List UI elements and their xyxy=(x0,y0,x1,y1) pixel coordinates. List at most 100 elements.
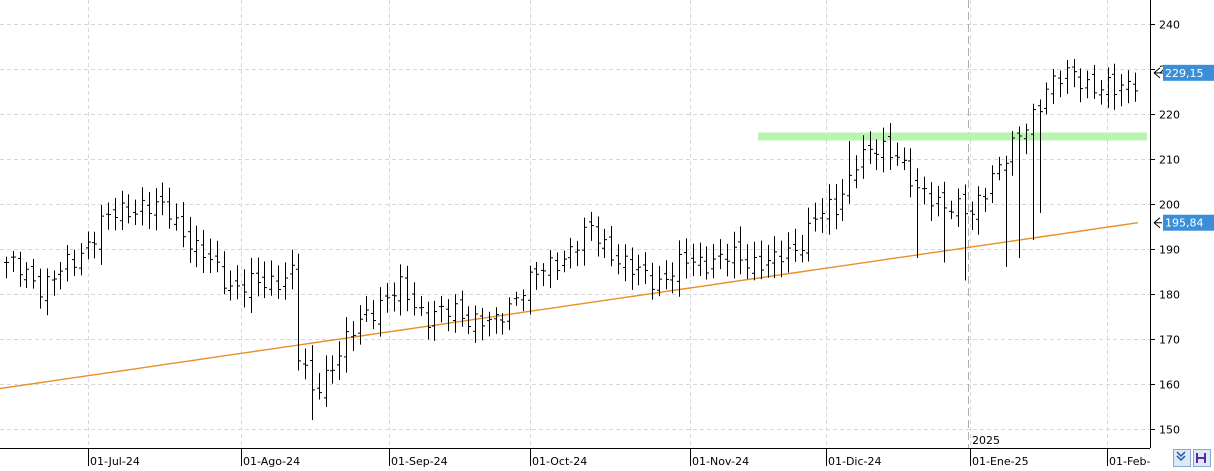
ohlc-bar xyxy=(881,127,886,173)
ohlc-bar xyxy=(936,186,941,217)
price-tick-label: 150 xyxy=(1159,424,1180,437)
date-tick-label: 01-Oct-24 xyxy=(532,455,587,468)
ohlc-bar xyxy=(575,240,580,267)
support-zone-band xyxy=(758,132,1147,141)
ohlc-bar xyxy=(698,242,703,276)
ohlc-bars xyxy=(4,58,1138,420)
ohlc-bar xyxy=(847,141,852,204)
ohlc-bar xyxy=(473,305,478,343)
ohlc-bar xyxy=(813,202,818,232)
ohlc-bar xyxy=(106,202,111,230)
ohlc-bar xyxy=(160,182,165,216)
ohlc-bar xyxy=(1058,70,1063,98)
ohlc-bar xyxy=(840,179,845,222)
settings-button[interactable] xyxy=(1193,449,1211,467)
price-tick-label: 240 xyxy=(1159,19,1180,32)
ohlc-bar xyxy=(929,182,934,222)
ohlc-bar xyxy=(174,203,179,231)
ohlc-bar xyxy=(446,299,451,332)
date-tick-label: 01-Dic-24 xyxy=(828,455,882,468)
ohlc-bar xyxy=(949,200,954,220)
grid xyxy=(0,0,1150,448)
ohlc-bar xyxy=(242,269,247,308)
price-tick-label: 180 xyxy=(1159,289,1180,302)
ohlc-bar xyxy=(276,265,281,300)
ohlc-bar xyxy=(650,262,655,300)
moving-average-line xyxy=(0,222,1139,390)
ohlc-bar xyxy=(480,307,485,341)
ohlc-bar xyxy=(126,194,131,224)
ma-price-tag-box xyxy=(1163,214,1214,231)
ohlc-bar xyxy=(460,290,465,327)
ohlc-bar xyxy=(1126,70,1131,104)
ohlc-bar xyxy=(657,265,662,297)
ohlc-bar xyxy=(534,261,539,290)
ohlc-bar xyxy=(167,187,172,229)
ohlc-bar xyxy=(616,244,621,275)
ohlc-bar xyxy=(439,295,444,323)
price-tick-label: 210 xyxy=(1159,154,1180,167)
ohlc-bar xyxy=(1024,123,1029,155)
ohlc-bar xyxy=(147,191,152,230)
ohlc-bar xyxy=(133,199,138,226)
ohlc-bar xyxy=(820,198,825,233)
ohlc-bar xyxy=(636,254,641,286)
ohlc-bar xyxy=(922,176,927,205)
ohlc-bar xyxy=(895,142,900,166)
ohlc-bar xyxy=(1017,126,1022,258)
ohlc-bar xyxy=(596,216,601,257)
ohlc-bar xyxy=(908,148,913,198)
ohlc-bar xyxy=(1010,130,1015,176)
ohlc-bar xyxy=(562,250,567,273)
ohlc-bar xyxy=(1044,82,1049,115)
ohlc-bar xyxy=(956,188,961,227)
ohlc-bar xyxy=(1106,67,1111,108)
ohlc-bar xyxy=(970,201,975,231)
ohlc-bar xyxy=(786,232,791,273)
ohlc-bar xyxy=(201,229,206,273)
ohlc-bar xyxy=(419,296,424,316)
ohlc-bar xyxy=(997,156,1002,181)
price-tick-label: 190 xyxy=(1159,244,1180,257)
ohlc-bar xyxy=(1112,63,1117,110)
date-tick-label: 01-Feb- xyxy=(1109,455,1150,468)
ohlc-bar xyxy=(38,268,43,309)
ohlc-bar xyxy=(861,135,866,179)
ohlc-bar xyxy=(208,238,213,274)
ohlc-bar xyxy=(86,231,91,260)
ohlc-bar xyxy=(568,237,573,269)
ohlc-bar xyxy=(11,250,16,272)
ohlc-bar xyxy=(670,262,675,294)
ohlc-bar xyxy=(72,249,77,277)
ohlc-bar xyxy=(759,240,764,280)
ohlc-bar xyxy=(1119,74,1124,107)
ohlc-bar xyxy=(902,147,907,171)
ohlc-bar xyxy=(983,187,988,212)
ohlc-bar xyxy=(344,317,349,373)
ohlc-bar xyxy=(31,259,36,289)
h-tool-icon xyxy=(1196,453,1206,463)
date-tick-label: 01-Jul-24 xyxy=(90,455,140,468)
price-tick-label: 170 xyxy=(1159,334,1180,347)
price-tick-label: 200 xyxy=(1159,199,1180,212)
ohlc-bar xyxy=(262,261,267,299)
date-tick-label: 01-Sep-24 xyxy=(391,455,448,468)
ohlc-bar xyxy=(793,228,798,262)
ohlc-bar xyxy=(330,355,335,384)
ohlc-bar xyxy=(378,287,383,337)
ohlc-bar xyxy=(1092,64,1097,99)
zoom-button[interactable] xyxy=(1173,449,1191,467)
ohlc-bar xyxy=(392,282,397,312)
year-divider: 2025 xyxy=(968,0,1000,448)
ohlc-bar xyxy=(1051,68,1056,105)
ohlc-bar xyxy=(4,256,9,279)
price-tags: 229,15 195,84 xyxy=(1153,64,1214,231)
date-axis: 401-Jul-2401-Ago-2401-Sep-2401-Oct-2401-… xyxy=(0,448,1150,468)
ohlc-bar xyxy=(65,244,70,282)
ohlc-bar xyxy=(358,305,363,345)
ohlc-bar xyxy=(1085,70,1090,99)
ohlc-bar xyxy=(528,265,533,315)
ohlc-bar xyxy=(99,204,104,265)
ohlc-bar xyxy=(541,263,546,287)
